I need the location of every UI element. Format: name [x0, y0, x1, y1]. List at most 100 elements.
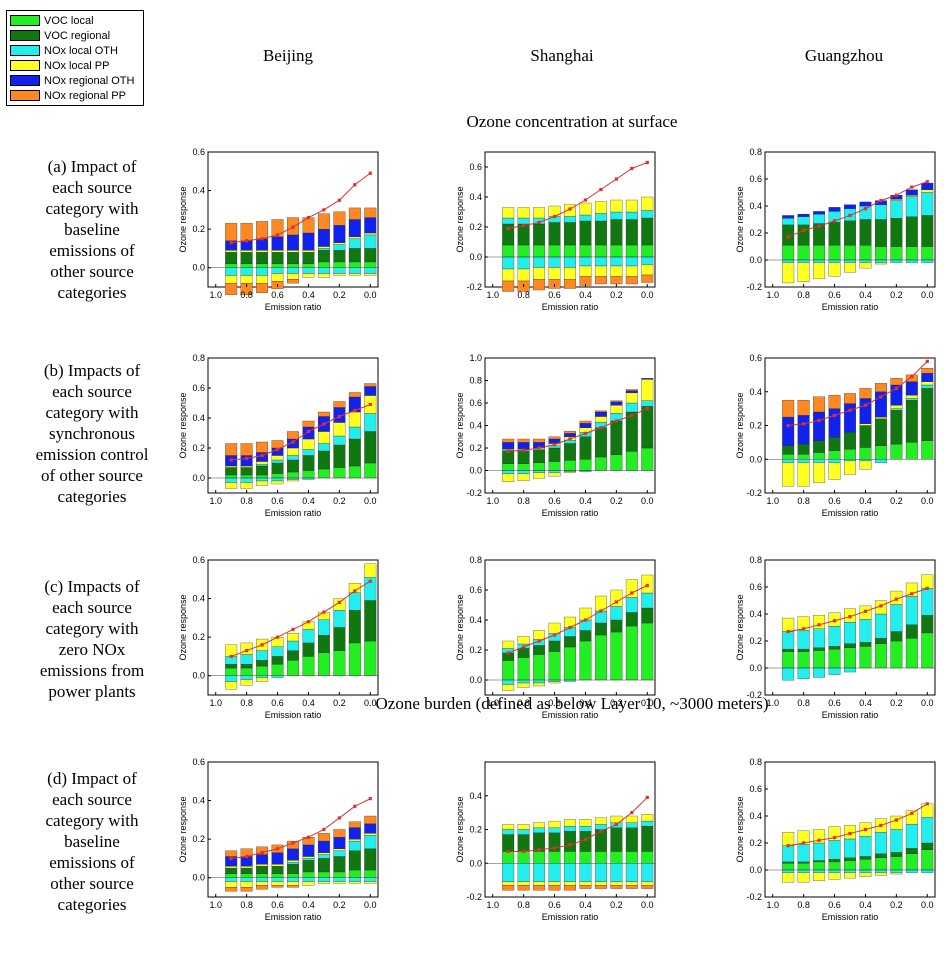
x-axis-title: Emission ratio — [265, 508, 322, 518]
total-response-point — [568, 437, 572, 441]
total-response-point — [802, 841, 806, 845]
bar-segment — [844, 262, 856, 273]
bar-segment — [579, 459, 592, 471]
bar-segment — [225, 275, 238, 284]
bar-segment — [641, 825, 654, 852]
row-label-line: categories — [57, 895, 127, 914]
bar-segment — [625, 276, 638, 285]
bar-segment — [517, 657, 530, 681]
x-tick-label: 0.2 — [333, 290, 346, 300]
bar-segment — [859, 259, 872, 263]
bar-segment — [364, 261, 377, 268]
bar-segment — [533, 682, 546, 687]
bar-segment — [828, 859, 841, 863]
bar-segment — [240, 887, 253, 892]
bar-segment — [256, 881, 269, 886]
bar-segment — [225, 282, 238, 295]
total-response-line — [788, 587, 928, 633]
bar-segment — [256, 275, 269, 284]
bar-segment — [782, 454, 795, 460]
bar-segment — [240, 223, 253, 241]
bar-segment — [333, 877, 346, 882]
bar-segment — [333, 401, 346, 408]
bar-segment — [533, 462, 546, 471]
bar-segment — [287, 279, 299, 284]
bar-segment — [564, 636, 576, 648]
bar-segment — [610, 881, 623, 886]
bar-segment — [625, 392, 638, 404]
bar-segment — [302, 642, 315, 657]
bar-segment — [813, 628, 826, 648]
bar-segment — [225, 865, 238, 869]
chart-svg: -0.2 0.0 0.2 0.4 0.6 0.8 1.0 0.8 0.6 0.4 0.2 0.0 Emi… — [735, 757, 936, 922]
bar-segment — [828, 394, 841, 409]
total-response-point — [630, 166, 634, 171]
chart-panel-a-bj: 0.0 0.2 0.4 0.6 1.0 0.8 0.6 0.4 0.2 0.0 Emission r… — [178, 147, 388, 312]
bar-segment — [564, 443, 576, 461]
bar-segment — [548, 681, 561, 684]
bar-segment — [364, 848, 377, 871]
x-tick-label: 0.0 — [364, 496, 377, 506]
y-tick-label: 0.8 — [749, 147, 762, 157]
bar-segment — [364, 234, 377, 249]
bar-segment — [517, 470, 530, 475]
bar-segment — [225, 474, 238, 479]
bar-segment — [564, 433, 576, 437]
total-response-point — [925, 586, 929, 590]
bar-segment — [364, 386, 377, 396]
chart-panel-c-gz: -0.2 0.0 0.2 0.4 0.6 0.8 1.0 0.8 0.6 0.4 0.2 0.0 Emi… — [735, 555, 944, 720]
x-tick-label: 1.0 — [766, 900, 779, 910]
bar-segment — [579, 640, 592, 681]
bar-segment — [502, 640, 515, 649]
row-label-line: each source — [52, 790, 132, 809]
y-tick-label: 0.6 — [192, 555, 205, 565]
total-response-point — [630, 811, 634, 815]
bar-segment — [348, 881, 361, 884]
bar-segment — [502, 470, 515, 475]
city-label-beijing: Beijing — [262, 46, 314, 65]
bar-segment — [905, 398, 918, 401]
bar-segment — [333, 211, 346, 226]
row-label-line: other source — [50, 262, 134, 281]
bar-segment — [641, 217, 654, 246]
bar-segment — [625, 211, 638, 220]
total-response-point — [368, 797, 372, 801]
bar-segment — [287, 885, 299, 888]
total-response-point — [894, 386, 898, 390]
bar-segment — [256, 675, 269, 678]
total-response-point — [568, 625, 572, 630]
bar-segment — [594, 213, 607, 222]
bar-segment — [921, 367, 934, 374]
y-tick-label: 0.8 — [749, 555, 762, 565]
x-tick-label: 0.8 — [517, 900, 530, 910]
y-axis-title: Ozone response — [178, 594, 188, 660]
bar-segment — [625, 244, 638, 258]
bar-segment — [256, 665, 269, 676]
bar-segment — [548, 436, 561, 440]
bar-segment — [890, 604, 903, 632]
bar-segment — [240, 654, 253, 665]
bar-segment — [594, 885, 607, 889]
bar-segment — [302, 232, 315, 251]
bar-segment — [579, 220, 592, 246]
chart-svg: -0.2 0.0 0.2 0.4 0.6 1.0 0.8 0.6 0.4 0.2 0.0 Emissi… — [735, 353, 936, 518]
y-tick-label: 0.0 — [469, 466, 482, 476]
total-response-point — [506, 226, 510, 231]
total-response-point — [275, 635, 280, 639]
x-tick-label: 0.8 — [517, 496, 530, 506]
total-response-point — [583, 838, 588, 842]
chart-svg: 0.0 0.2 0.4 0.6 0.8 1.0 0.8 0.6 0.4 0.2 0.0 Emissio… — [455, 555, 656, 720]
y-tick-label: 0.4 — [749, 609, 762, 619]
bar-segment — [333, 850, 346, 857]
bar-segment — [533, 472, 546, 479]
bar-segment — [287, 471, 299, 479]
bar-segment — [333, 422, 346, 437]
bar-segment — [348, 827, 361, 840]
total-response-point — [832, 413, 837, 417]
bar-segment — [533, 244, 546, 258]
total-response-point — [306, 835, 311, 839]
bar-segment — [625, 402, 638, 413]
bar-segment — [364, 273, 377, 276]
bar-segment — [502, 442, 515, 450]
total-response-point — [614, 600, 618, 604]
